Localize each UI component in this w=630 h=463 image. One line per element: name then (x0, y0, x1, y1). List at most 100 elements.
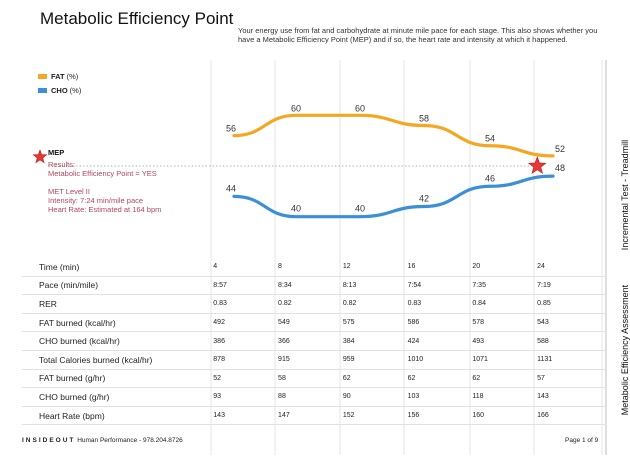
row-label: CHO burned (g/hr) (22, 387, 214, 407)
mep-results: Results: Metabolic Efficiency Point = YE… (48, 160, 161, 214)
table-cell: 62 (342, 369, 408, 389)
row-label: Time (min) (22, 258, 214, 277)
table-cell: 0.84 (472, 294, 538, 314)
table-cell: 62 (407, 369, 473, 389)
table-cell: 152 (342, 406, 408, 426)
mep-intensity: Intensity: 7:24 min/mile pace (48, 196, 144, 205)
table-cell: 118 (472, 387, 538, 407)
mep-met-level: MET Level II (48, 187, 90, 196)
row-label: Total Calories burned (kcal/hr) (22, 350, 214, 370)
table-cell: 492 (213, 313, 279, 333)
table-cell: 24 (537, 258, 607, 277)
table-cell: 166 (537, 406, 607, 426)
table-row: CHO burned (g/hr) 93 88 90 103 118 143 (22, 387, 607, 407)
legend-item-fat: FAT (%) (38, 69, 81, 83)
table-cell: 58 (278, 369, 343, 389)
table-row: FAT burned (g/hr) 52 58 62 62 62 57 (22, 369, 607, 389)
mep-label: MEP (48, 148, 65, 157)
brand-name: INSIDEOUT (22, 437, 76, 444)
table-cell: 20 (472, 258, 538, 277)
table-cell: 16 (407, 258, 473, 277)
row-label: Pace (min/mile) (22, 276, 214, 296)
row-label: FAT burned (g/hr) (22, 369, 214, 389)
series-line-fat (232, 113, 555, 158)
table-cell: 959 (342, 350, 408, 370)
table-cell: 588 (537, 331, 607, 351)
table-cell: 7:19 (537, 276, 607, 296)
legend-label-fat: FAT (51, 71, 65, 81)
table-cell: 578 (472, 313, 538, 333)
table-cell: 424 (407, 331, 473, 351)
table-cell: 915 (278, 350, 343, 370)
table-cell: 90 (342, 387, 408, 407)
data-label-cho: 48 (555, 163, 565, 173)
mep-result-value: Metabolic Efficiency Point = YES (48, 169, 157, 178)
table-cell: 366 (278, 331, 343, 351)
table-cell: 156 (407, 406, 473, 426)
table-cell: 1131 (537, 350, 607, 370)
table-cell: 8 (278, 258, 343, 277)
table-row: Total Calories burned (kcal/hr) 878 915 959… (22, 350, 607, 370)
row-label: CHO burned (kcal/hr) (22, 331, 214, 351)
table-cell: 586 (407, 313, 473, 333)
brand-contact: Human Performance - 978.204.8726 (75, 437, 183, 444)
legend-unit-cho: (%) (69, 85, 82, 95)
table-cell: 0.83 (407, 294, 473, 314)
data-label-fat: 52 (555, 144, 565, 154)
data-label-fat: 60 (355, 103, 365, 113)
table-row: Time (min) 4 8 12 16 20 24 (22, 258, 607, 277)
table-cell: 0.82 (342, 294, 408, 314)
table-cell: 8:13 (342, 276, 408, 296)
table-row: Heart Rate (bpm) 143 147 152 156 160 166 (22, 406, 607, 426)
table-cell: 147 (278, 406, 343, 426)
metrics-table: Time (min) 4 8 12 16 20 24 Pace (min/mile) 8:57 8… (22, 258, 607, 426)
table-cell: 878 (213, 350, 279, 370)
table-cell: 52 (213, 369, 279, 389)
table-row: Pace (min/mile) 8:57 8:34 8:13 7:54 7:35 7:19 (22, 276, 607, 296)
table-cell: 1010 (407, 350, 473, 370)
data-label-cho: 46 (485, 173, 495, 183)
table-cell: 57 (537, 369, 607, 389)
table-cell: 549 (278, 313, 343, 333)
mep-spacer (48, 178, 161, 187)
table-cell: 386 (213, 331, 279, 351)
page-number: Page 1 of 9 (565, 437, 599, 444)
legend-swatch-cho (38, 87, 47, 93)
table-cell: 103 (407, 387, 473, 407)
legend-item-cho: CHO (%) (38, 83, 81, 97)
series-line-cho (232, 174, 555, 219)
table-cell: 8:57 (213, 276, 279, 296)
table-cell: 575 (342, 313, 408, 333)
table-cell: 62 (472, 369, 538, 389)
mep-star-icon (32, 149, 48, 164)
table-cell: 7:35 (472, 276, 538, 296)
table-cell: 8:34 (278, 276, 343, 296)
mep-heart-rate: Heart Rate: Estimated at 164 bpm (48, 205, 162, 214)
table-cell: 0.82 (278, 294, 343, 314)
data-label-fat: 58 (419, 113, 429, 123)
table-cell: 4 (213, 258, 279, 277)
row-label: FAT burned (kcal/hr) (22, 313, 214, 333)
legend-swatch-fat (38, 73, 47, 79)
chart-legend: FAT (%) CHO (%) (38, 69, 81, 97)
table-row: FAT burned (kcal/hr) 492 549 575 586 578 543 (22, 313, 607, 333)
footer-brand: INSIDEOUT Human Performance - 978.204.87… (22, 437, 183, 444)
data-label-fat: 56 (226, 124, 236, 134)
data-label-cho: 40 (355, 204, 365, 214)
table-row: CHO burned (kcal/hr) 386 366 384 424 493 588 (22, 331, 607, 351)
table-cell: 88 (278, 387, 343, 407)
data-label-cho: 40 (291, 204, 301, 214)
table-cell: 1071 (472, 350, 538, 370)
chart-description: Your energy use from fat and carbohydrat… (238, 26, 598, 44)
mep-star-marker (527, 156, 547, 175)
row-label: RER (22, 294, 214, 314)
table-cell: 93 (213, 387, 279, 407)
table-cell: 7:54 (407, 276, 473, 296)
table-cell: 0.83 (213, 294, 279, 314)
table-cell: 493 (472, 331, 538, 351)
mep-results-line: Results: (48, 160, 76, 169)
row-label: Heart Rate (bpm) (22, 406, 214, 426)
page-title: Metabolic Efficiency Point (40, 9, 234, 28)
table-cell: 0.85 (537, 294, 607, 314)
legend-label-cho: CHO (51, 85, 68, 95)
